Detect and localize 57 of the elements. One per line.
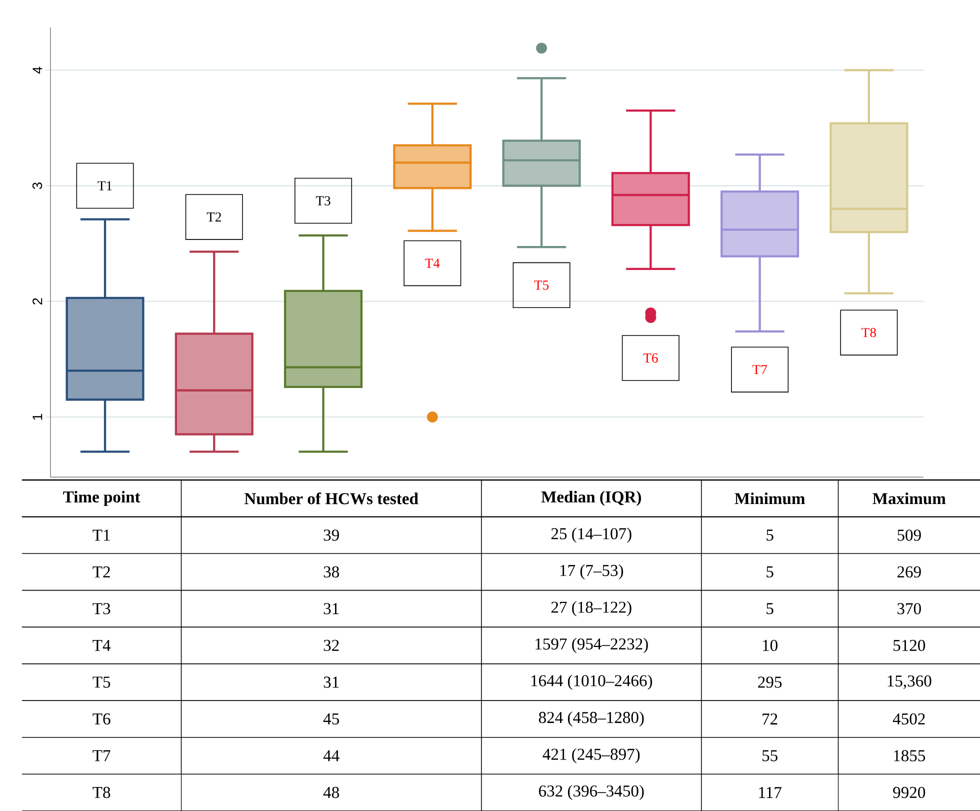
- text: 4502: [892, 713, 925, 724]
- text: 48: [323, 786, 339, 798]
- text: 5: [766, 566, 774, 578]
- text: 55: [762, 750, 778, 762]
- text: 632 (396–3450): [538, 784, 644, 800]
- text: 72: [762, 713, 778, 724]
- annotation: T2: [206, 212, 221, 222]
- text: 824 (458–1280): [538, 711, 644, 726]
- text: 44: [323, 750, 340, 761]
- text: 1644 (1010–2466): [531, 674, 652, 690]
- text: T6: [92, 713, 110, 724]
- text: 45: [323, 713, 339, 724]
- y-tick-label: 3: [32, 182, 42, 189]
- text: 38: [324, 566, 339, 578]
- text: 15,360: [888, 675, 932, 689]
- text: T2: [92, 566, 110, 578]
- text: 17 (7–53): [560, 564, 624, 580]
- text: 509: [898, 529, 921, 541]
- annotation: T6: [643, 353, 658, 362]
- text: T5: [92, 676, 110, 688]
- text: 39: [324, 529, 339, 541]
- text: Number of HCWs tested: [244, 492, 418, 504]
- annotation: T7: [752, 364, 767, 374]
- annotation: T8: [862, 328, 876, 337]
- text: 31: [324, 602, 339, 614]
- text: 5: [766, 529, 774, 540]
- text: 5: [766, 602, 774, 614]
- text: 117: [759, 786, 782, 798]
- text: 31: [324, 676, 339, 688]
- text: T4: [92, 640, 111, 651]
- text: 25 (14–107): [551, 527, 632, 542]
- text: 9920: [893, 786, 926, 798]
- text: 27 (18–122): [551, 600, 632, 616]
- text: 10: [762, 640, 778, 651]
- text: 421 (245–897): [542, 748, 640, 764]
- annotation: T4: [425, 258, 440, 268]
- text: Median (IQR): [541, 490, 642, 506]
- text: T7: [92, 750, 110, 761]
- text: T3: [92, 602, 110, 614]
- text: 269: [897, 566, 921, 578]
- text: 1597 (954–2232): [536, 638, 648, 653]
- text: T8: [92, 786, 110, 798]
- text: 32: [324, 640, 339, 651]
- text: 370: [898, 602, 921, 614]
- text: Minimum: [734, 492, 805, 504]
- text: 1855: [894, 750, 926, 762]
- text: 295: [758, 676, 782, 688]
- annotation: T1: [98, 181, 112, 190]
- y-tick-label: 4: [32, 66, 42, 74]
- annotation: T3: [316, 196, 330, 206]
- y-tick-label: 1: [32, 414, 42, 420]
- annotation: T5: [534, 280, 549, 290]
- text: 5120: [894, 640, 926, 651]
- text: Time point: [63, 490, 140, 506]
- text: Maximum: [872, 492, 946, 504]
- text: T1: [92, 529, 110, 540]
- y-tick-label: 2: [32, 298, 42, 304]
